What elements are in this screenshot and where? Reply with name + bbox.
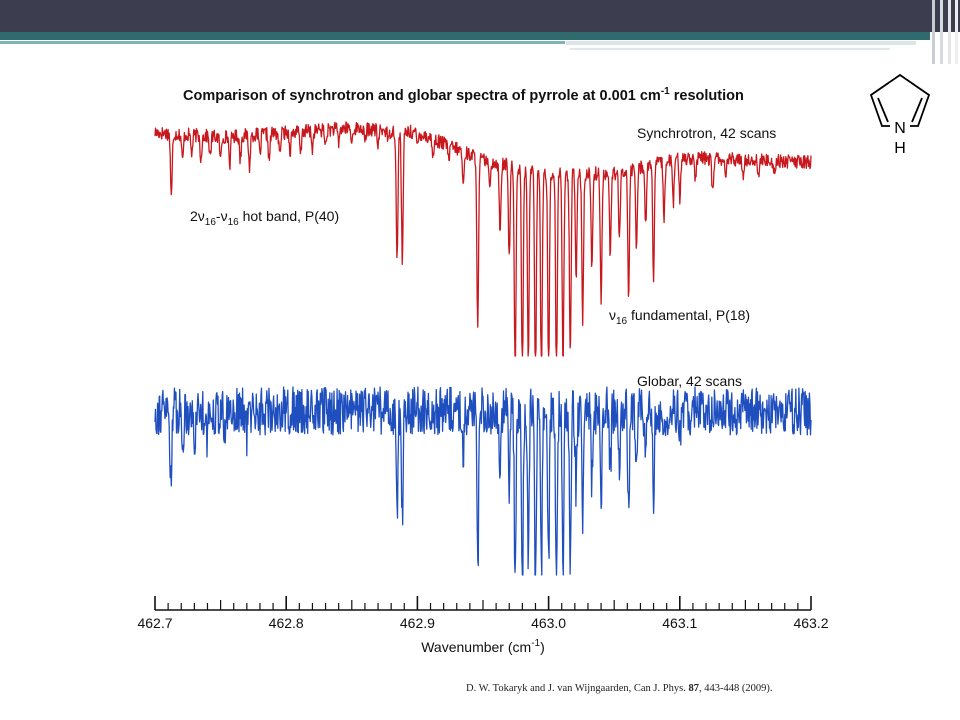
x-tick-label: 462.9 (400, 615, 435, 631)
fundamental-annotation: ν16 fundamental, P(18) (609, 307, 750, 327)
nitrogen-mask (890, 117, 910, 135)
hot-band-annotation: 2ν16-ν16 hot band, P(40) (190, 208, 339, 228)
pyrrole-structure: N H (869, 73, 931, 157)
x-axis: 462.7 462.8 462.9 463.0 463.1 463.2 (137, 596, 829, 631)
slide-corner-stripe (932, 0, 935, 64)
slide-corner-stripe (955, 0, 958, 64)
slide-header-accent (0, 32, 930, 40)
x-axis-label: Wavenumber (cm-1) (421, 638, 545, 655)
pyrrole-double-bond (911, 97, 923, 123)
synchrotron-trace (154, 121, 812, 357)
citation: D. W. Tokaryk and J. van Wijngaarden, Ca… (466, 683, 773, 694)
globar-series (154, 386, 812, 576)
slide-header-bar (0, 0, 960, 32)
chart-title: Comparison of synchrotron and globar spe… (183, 86, 744, 104)
x-tick-label: 462.8 (269, 615, 304, 631)
globar-label: Globar, 42 scans (637, 373, 742, 389)
synchrotron-label: Synchrotron, 42 scans (637, 125, 776, 141)
pyrrole-double-bond (877, 97, 889, 123)
nitrogen-label: N (894, 120, 906, 137)
hydrogen-label: H (894, 140, 906, 157)
slide-header-rule-thin (570, 48, 890, 50)
x-tick-label: 462.7 (137, 615, 172, 631)
slide-header-rule (0, 41, 565, 44)
x-tick-label: 463.2 (793, 615, 828, 631)
synchrotron-series (154, 121, 812, 357)
globar-trace (154, 386, 812, 576)
x-tick-label: 463.0 (531, 615, 566, 631)
slide-header-rule-light (566, 41, 916, 45)
slide-corner-stripe (940, 0, 943, 64)
slide-corner-stripe (948, 0, 951, 64)
x-tick-label: 463.1 (662, 615, 697, 631)
